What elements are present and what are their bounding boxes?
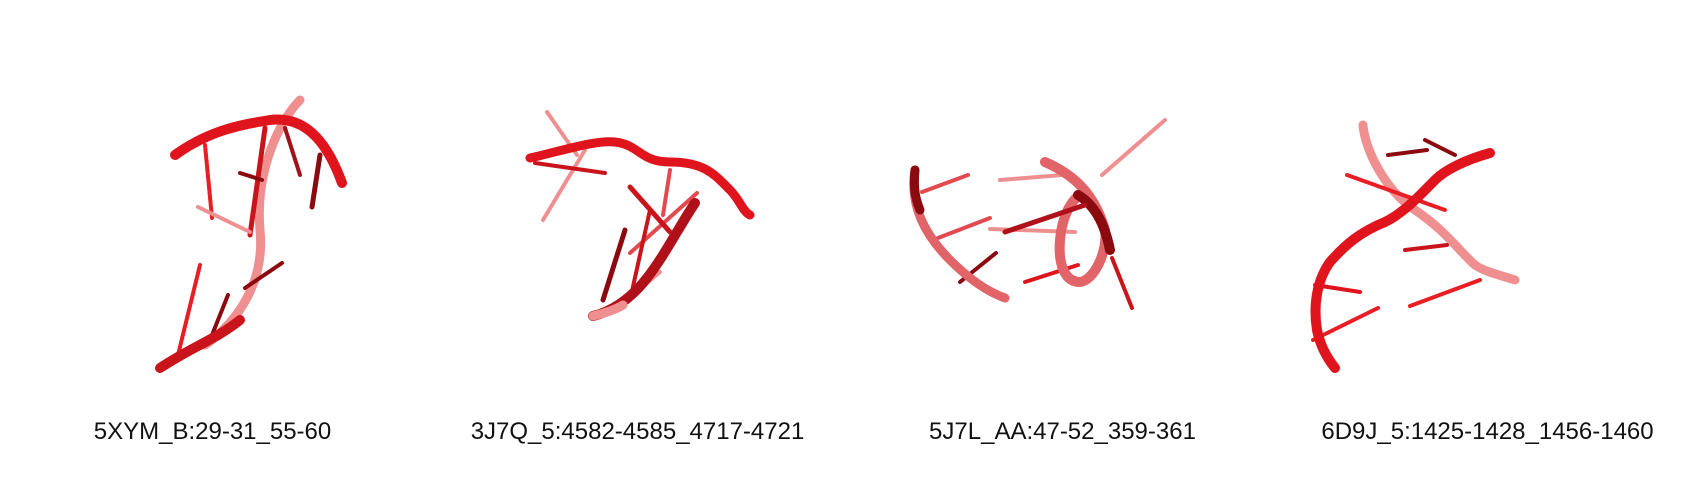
rna-structure-render-1 [0, 0, 425, 420]
rna-structure-panel-4: 6D9J_5:1425-1428_1456-1460 [1275, 0, 1700, 480]
structure-label-3: 5J7L_AA:47-52_359-361 [850, 418, 1275, 446]
rna-structure-panel-2: 3J7Q_5:4582-4585_4717-4721 [425, 0, 850, 480]
rna-structure-panel-1: 5XYM_B:29-31_55-60 [0, 0, 425, 480]
structure-label-4: 6D9J_5:1425-1428_1456-1460 [1275, 418, 1700, 446]
structure-label-1: 5XYM_B:29-31_55-60 [0, 418, 425, 446]
rna-structure-render-4 [1275, 0, 1700, 420]
rna-structure-render-3 [850, 0, 1275, 420]
structure-label-2: 3J7Q_5:4582-4585_4717-4721 [425, 418, 850, 446]
rna-structure-panel-3: 5J7L_AA:47-52_359-361 [850, 0, 1275, 480]
rna-structure-render-2 [425, 0, 850, 420]
